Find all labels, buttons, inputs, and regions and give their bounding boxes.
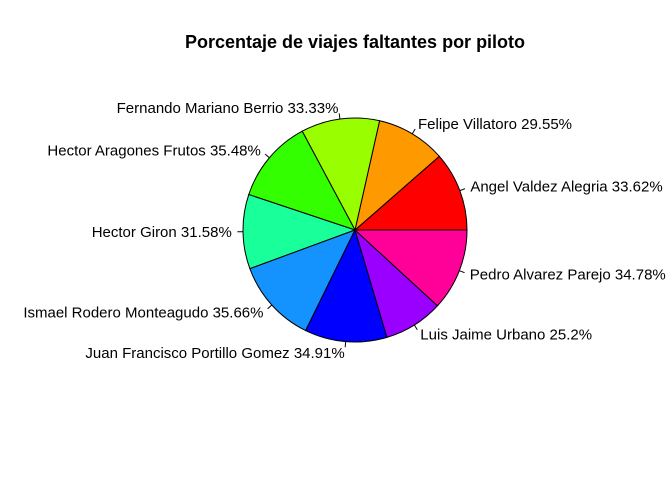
pie-slice — [304, 228, 388, 343]
pie-slices — [242, 117, 468, 343]
slice-label: Juan Francisco Portillo Gomez 34.91% — [85, 345, 344, 362]
slice-label-tick — [264, 153, 270, 159]
slice-label: Felipe Villatoro 29.55% — [418, 116, 572, 133]
slice-label: Pedro Alvarez Parejo 34.78% — [470, 267, 666, 284]
slice-label: Ismael Rodero Monteagudo 35.66% — [23, 304, 263, 321]
slice-label-tick — [338, 113, 341, 120]
slice-label: Fernando Mariano Berrio 33.33% — [117, 100, 339, 117]
slice-label-tick — [267, 304, 273, 310]
slice-label: Hector Giron 31.58% — [92, 224, 232, 241]
pie-labels: Angel Valdez Alegria 33.62% Felipe Villat… — [23, 100, 665, 362]
pie-slice — [353, 155, 468, 231]
pie-slice — [354, 120, 441, 232]
slice-label: Angel Valdez Alegria 33.62% — [470, 179, 662, 196]
chart-title: Porcentaje de viajes faltantes por pilot… — [185, 32, 525, 52]
slice-label-tick — [459, 188, 466, 192]
pie-slice — [353, 229, 468, 307]
slice-label: Luis Jaime Urbano 25.2% — [420, 326, 592, 343]
slice-label-tick — [411, 128, 416, 135]
pie-slice — [242, 193, 357, 270]
slice-label-tick — [413, 324, 418, 330]
pie-slice — [248, 130, 357, 231]
slice-label: Hector Aragones Frutos 35.48% — [47, 143, 260, 160]
slice-label-tick — [459, 270, 465, 274]
